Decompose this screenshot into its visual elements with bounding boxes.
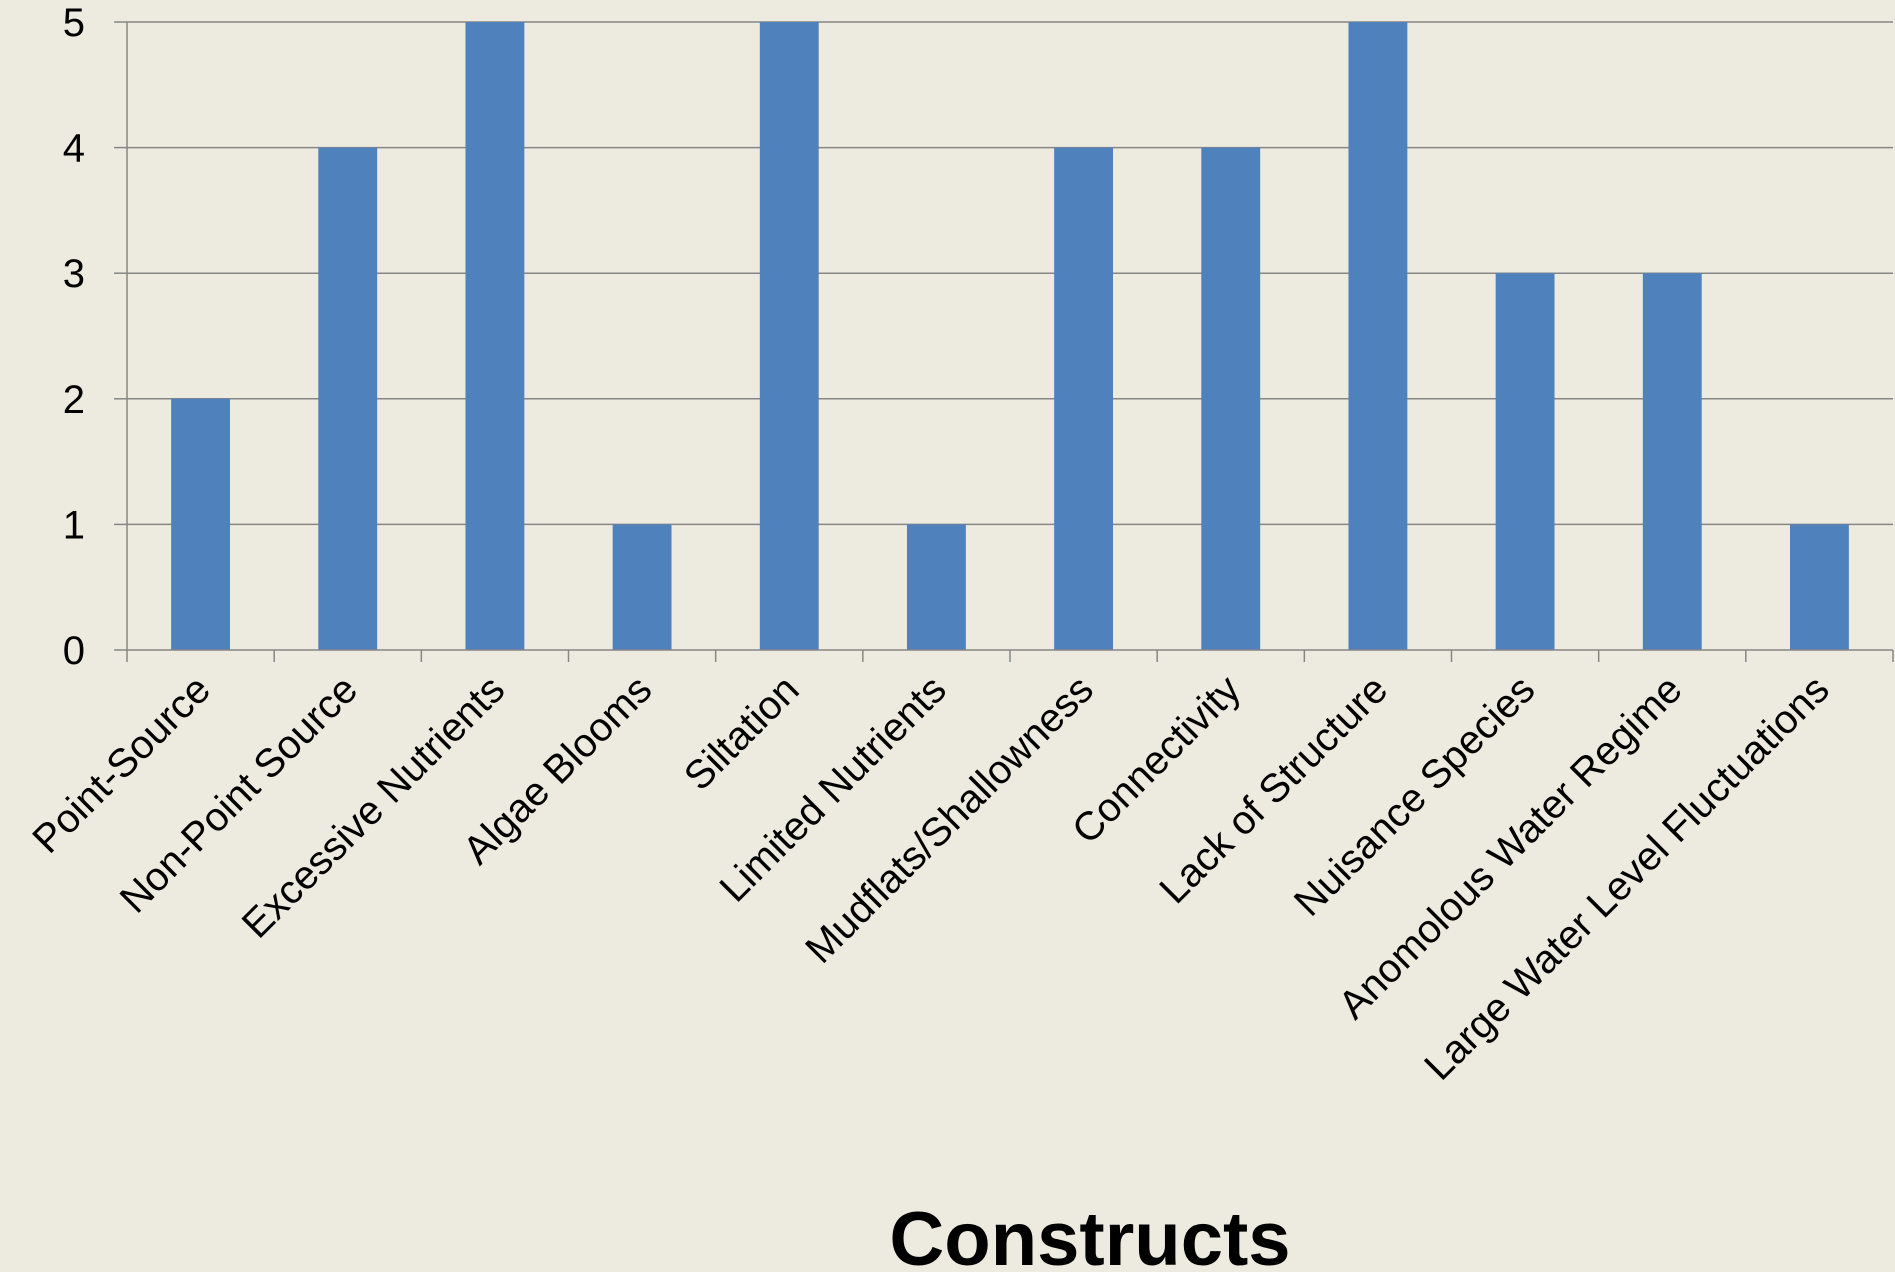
x-tick-label: Nuisance Species bbox=[1286, 667, 1544, 925]
y-tick-label: 0 bbox=[63, 629, 85, 673]
y-tick-label: 5 bbox=[63, 1, 85, 45]
y-tick-label: 4 bbox=[63, 127, 85, 171]
bar-anomolous-water-regime bbox=[1642, 273, 1702, 650]
bar-siltation bbox=[759, 22, 819, 650]
bar-limited-nutrients bbox=[906, 524, 966, 650]
bar-non-point-source bbox=[318, 147, 378, 650]
gridlines bbox=[127, 21, 1893, 526]
bar-large-water-level-fluctuations bbox=[1789, 524, 1849, 650]
bar-excessive-nutrients bbox=[465, 22, 525, 650]
bar-nuisance-species bbox=[1495, 273, 1555, 650]
bars bbox=[171, 22, 1849, 650]
y-tick-label: 1 bbox=[63, 503, 85, 547]
bar-point-source bbox=[171, 398, 231, 650]
axes bbox=[114, 21, 1894, 662]
x-axis-title: Constructs bbox=[889, 1197, 1290, 1272]
x-tick-label: Excessive Nutrients bbox=[234, 667, 513, 946]
bar-mudflats-shallowness bbox=[1054, 147, 1114, 650]
x-tick-label: Siltation bbox=[676, 667, 808, 799]
y-tick-labels: 0 1 2 3 4 5 bbox=[63, 1, 85, 673]
bar-algae-blooms bbox=[612, 524, 672, 650]
x-tick-label: Mudflats/Shallowness bbox=[797, 667, 1102, 972]
bar-lack-of-structure bbox=[1348, 22, 1408, 650]
bar-connectivity bbox=[1201, 147, 1261, 650]
y-tick-label: 3 bbox=[63, 252, 85, 296]
y-tick-label: 2 bbox=[63, 378, 85, 422]
